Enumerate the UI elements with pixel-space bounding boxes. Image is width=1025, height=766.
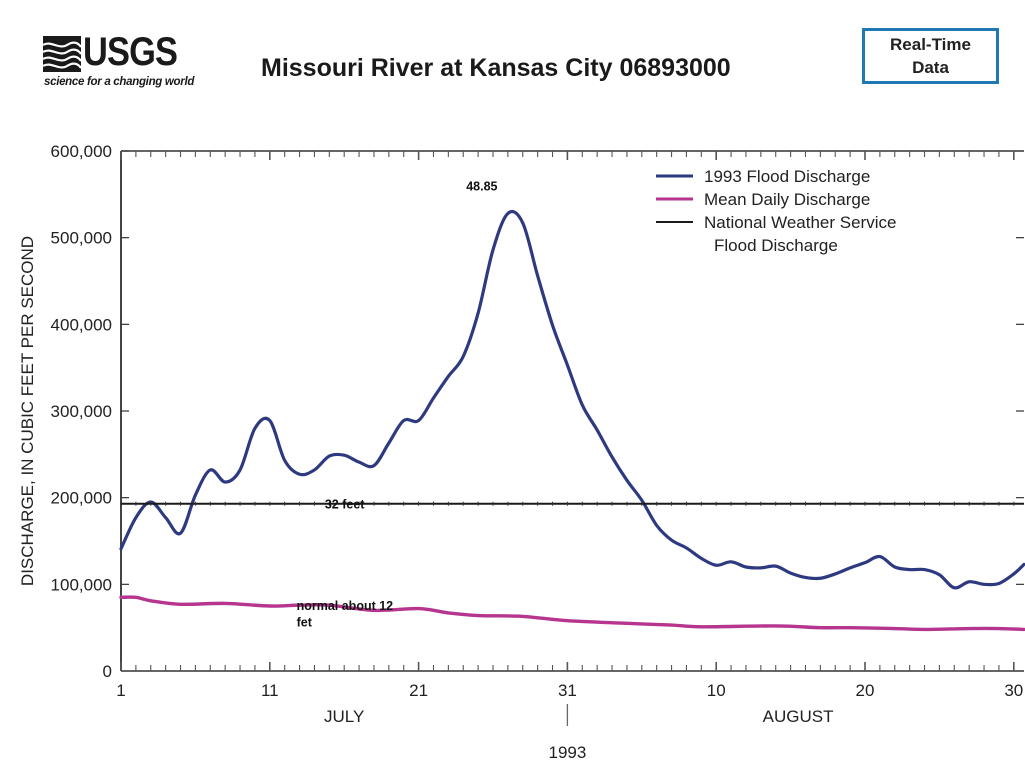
usgs-logo: USGS science for a changing world bbox=[43, 30, 194, 92]
real-time-data-button-line1: Real-Time bbox=[890, 35, 971, 54]
legend-label-mean: Mean Daily Discharge bbox=[704, 190, 870, 209]
chart-annotation: normal about 12 bbox=[297, 599, 394, 613]
x-tick-label: 1 bbox=[116, 681, 125, 700]
x-tick-label: 20 bbox=[856, 681, 875, 700]
x-tick-label: 10 bbox=[707, 681, 726, 700]
chart-annotations: 48.85 32 feet normal about 12 fet bbox=[297, 180, 498, 630]
legend-label-nws-line2: Flood Discharge bbox=[714, 236, 838, 255]
month-label: AUGUST bbox=[763, 707, 834, 726]
legend-label-nws: National Weather Service bbox=[704, 213, 896, 232]
y-tick-label: 400,000 bbox=[51, 315, 112, 334]
y-axis-title: DISCHARGE, IN CUBIC FEET PER SECOND bbox=[18, 236, 37, 586]
x-axis-year-label: 1993 bbox=[548, 743, 586, 762]
y-tick-label: 600,000 bbox=[51, 142, 112, 161]
real-time-data-button[interactable]: Real-Time Data bbox=[862, 28, 999, 84]
month-label: JULY bbox=[324, 707, 364, 726]
y-tick-label: 100,000 bbox=[51, 575, 112, 594]
series-flood-line bbox=[119, 209, 1025, 590]
x-tick-label: 31 bbox=[558, 681, 577, 700]
usgs-wordmark: USGS bbox=[83, 30, 178, 74]
chart-legend: 1993 Flood Discharge Mean Daily Discharge… bbox=[656, 167, 896, 255]
y-tick-label: 500,000 bbox=[51, 229, 112, 248]
x-tick-label: 30 bbox=[1004, 681, 1023, 700]
real-time-data-button-line2: Data bbox=[912, 58, 949, 77]
y-tick-label: 200,000 bbox=[51, 489, 112, 508]
y-tick-label: 0 bbox=[103, 662, 112, 681]
usgs-wave-icon bbox=[43, 36, 81, 72]
chart-ticks: 0 100,000 200,000 300,000 400,000 500,000 600,… bbox=[51, 142, 1024, 762]
page-title: Missouri River at Kansas City 06893000 bbox=[261, 54, 731, 82]
series-mean-line bbox=[119, 595, 1025, 632]
chart-annotation: fet bbox=[297, 616, 313, 630]
legend-label-flood: 1993 Flood Discharge bbox=[704, 167, 870, 186]
x-tick-label: 11 bbox=[261, 681, 279, 700]
usgs-tagline: science for a changing world bbox=[44, 76, 195, 88]
chart-annotation: 48.85 bbox=[466, 180, 497, 194]
chart-annotation: 32 feet bbox=[325, 498, 365, 512]
y-tick-label: 300,000 bbox=[51, 402, 112, 421]
x-tick-label: 21 bbox=[409, 681, 428, 700]
chart-series bbox=[119, 209, 1025, 632]
